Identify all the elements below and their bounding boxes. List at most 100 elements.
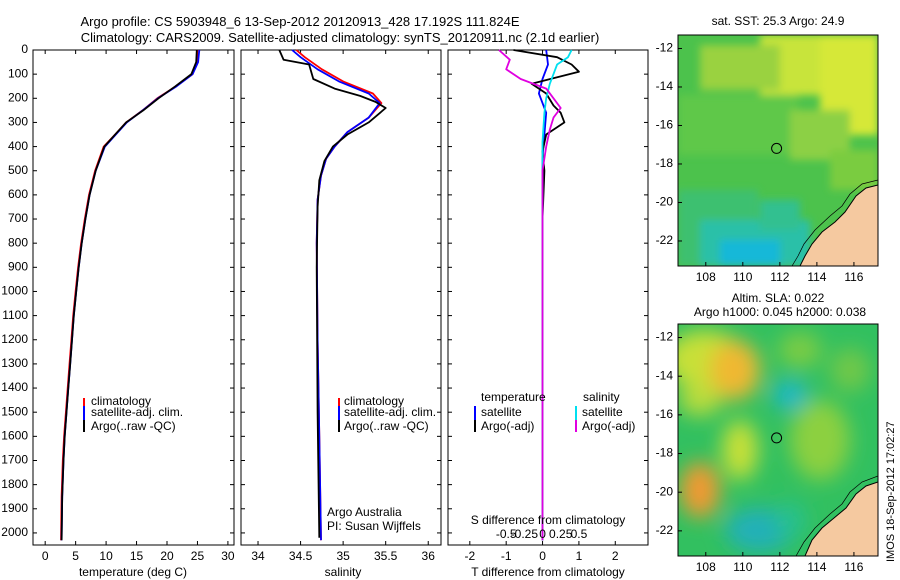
x-tick-label: 35.5 bbox=[374, 549, 398, 563]
depth-tick-label: 1600 bbox=[1, 429, 28, 443]
timestamp-stamp: IMOS 18-Sep-2012 17:02:27 bbox=[885, 421, 897, 562]
x-tick-label: 0 bbox=[42, 549, 49, 563]
legend-header-temperature: temperature bbox=[481, 390, 546, 404]
depth-tick-label: 1100 bbox=[2, 308, 28, 322]
sst-map-frame bbox=[677, 34, 879, 267]
sst-land bbox=[800, 185, 878, 266]
pi-label: PI: Susan Wijffels bbox=[327, 519, 421, 533]
s-tick-label: -0.5 bbox=[496, 527, 517, 541]
legend-label-satellite: satellite-adj. clim. bbox=[344, 405, 436, 419]
legend-label-s-argo: Argo(-adj) bbox=[582, 419, 635, 433]
salinity-x-axis: 34 34.5 35 35.5 36 bbox=[251, 50, 435, 563]
legend-label-t-satellite: satellite bbox=[481, 405, 522, 419]
temperature-x-axis: 0 5 10 15 20 25 30 bbox=[42, 50, 235, 563]
header-line2: Climatology: CARS2009. Satellite-adjuste… bbox=[81, 30, 600, 45]
sla-map-subtitle: Argo h1000: 0.045 h2000: 0.038 bbox=[694, 305, 866, 319]
lat-tick-label: -16 bbox=[656, 407, 674, 421]
x-tick-label: 20 bbox=[160, 549, 174, 563]
sla-land bbox=[805, 482, 878, 556]
x-tick-label: 30 bbox=[221, 549, 235, 563]
series-line-s-satellite bbox=[541, 49, 573, 541]
x-tick-label: 36 bbox=[422, 549, 436, 563]
salinity-panel: 34 34.5 35 35.5 36 salinity climatology sate… bbox=[240, 49, 442, 579]
salinity-axes-box bbox=[240, 49, 442, 546]
legend-label-climatology: climatology bbox=[344, 394, 404, 408]
depth-tick-label: 700 bbox=[8, 211, 28, 225]
salinity-legend: climatology satellite-adj. clim. Argo(..… bbox=[338, 394, 436, 433]
temperature-series bbox=[60, 49, 201, 541]
depth-tick-label: 300 bbox=[8, 115, 28, 129]
lon-tick-label: 112 bbox=[770, 560, 789, 574]
x-tick-label: -2 bbox=[464, 549, 475, 563]
argo-australia-label: Argo Australia bbox=[327, 505, 402, 519]
header-line1: Argo profile: CS 5903948_6 13-Sep-2012 2… bbox=[81, 14, 520, 29]
legend-label-argo: Argo(..raw -QC) bbox=[344, 419, 429, 433]
lat-tick-label: -14 bbox=[656, 368, 674, 382]
depth-tick-label: 1200 bbox=[1, 332, 28, 346]
x-tick-label: 34 bbox=[251, 549, 265, 563]
lon-tick-label: 110 bbox=[733, 270, 752, 284]
x-tick-label: 15 bbox=[130, 549, 144, 563]
salinity-depth-ticks bbox=[241, 49, 441, 534]
lon-tick-label: 112 bbox=[770, 270, 789, 284]
depth-tick-label: 2000 bbox=[1, 525, 28, 539]
legend-label-t-argo: Argo(-adj) bbox=[481, 419, 534, 433]
depth-tick-label: 600 bbox=[8, 187, 28, 201]
legend-label-climatology: climatology bbox=[91, 394, 151, 408]
legend-header-salinity: salinity bbox=[583, 390, 620, 404]
depth-tick-label: 1900 bbox=[1, 501, 28, 515]
salinity-xlabel: salinity bbox=[325, 565, 362, 579]
lat-tick-label: -22 bbox=[656, 523, 674, 537]
x-tick-label: 35 bbox=[336, 549, 350, 563]
difference-depth-ticks bbox=[448, 49, 648, 534]
x-tick-label: -1 bbox=[501, 549, 512, 563]
depth-tick-label: 400 bbox=[8, 139, 28, 153]
x-tick-label: 10 bbox=[99, 549, 113, 563]
x-tick-label: 2 bbox=[612, 549, 619, 563]
depth-axis: 0 100 200 300 400 500 600 700 800 900 1000 1100 1200… bbox=[1, 42, 234, 539]
legend-label-satellite: satellite-adj. clim. bbox=[91, 405, 183, 419]
sla-map-panel: Altim. SLA: 0.022 Argo h1000: 0.045 h200… bbox=[656, 291, 879, 574]
series-line-s-argo bbox=[498, 49, 562, 541]
lat-tick-label: -12 bbox=[656, 330, 674, 344]
series-line-t-argo bbox=[513, 49, 580, 541]
depth-tick-label: 1000 bbox=[1, 284, 28, 298]
salinity-series bbox=[278, 49, 387, 541]
series-line-argo bbox=[60, 49, 198, 541]
sst-map-title: sat. SST: 25.3 Argo: 24.9 bbox=[712, 14, 845, 28]
depth-tick-label: 1700 bbox=[1, 453, 28, 467]
difference-legend: temperature salinity satellite Argo(-adj… bbox=[474, 390, 635, 433]
depth-tick-label: 100 bbox=[8, 66, 28, 80]
sla-map-title: Altim. SLA: 0.022 bbox=[732, 291, 825, 305]
lat-tick-label: -12 bbox=[656, 41, 674, 55]
x-tick-label: 0 bbox=[539, 549, 546, 563]
difference-series bbox=[498, 49, 580, 541]
s-difference-xlabel: S difference from climatology bbox=[471, 513, 626, 527]
lon-tick-label: 114 bbox=[807, 560, 826, 574]
sla-map-ticks: 108 110 112 114 116 -12 -14 -16 -18 -20 -22 bbox=[656, 330, 864, 574]
depth-tick-label: 1800 bbox=[1, 477, 28, 491]
t-difference-xlabel: T difference from climatology bbox=[471, 565, 625, 579]
depth-tick-label: 1400 bbox=[1, 380, 28, 394]
x-tick-label: 1 bbox=[576, 549, 583, 563]
lat-tick-label: -16 bbox=[656, 118, 674, 132]
temperature-panel: 0100200300400500600700800900100011001200… bbox=[1, 42, 235, 579]
legend-label-argo: Argo(..raw -QC) bbox=[91, 419, 176, 433]
sst-heatmap bbox=[678, 35, 878, 266]
s-tick-label: 0.5 bbox=[571, 527, 588, 541]
lon-tick-label: 108 bbox=[696, 560, 716, 574]
depth-tick-label: 1300 bbox=[1, 356, 28, 370]
lat-tick-label: -20 bbox=[656, 195, 674, 209]
sla-heatmap bbox=[678, 324, 878, 556]
sst-map-panel: sat. SST: 25.3 Argo: 24.9 108 110 112 114 11… bbox=[656, 14, 879, 284]
lon-tick-label: 116 bbox=[844, 270, 863, 284]
s-difference-ticks: -0.5-0.25 0 0.250.5 bbox=[496, 527, 588, 541]
s-tick-label: 0 bbox=[539, 527, 546, 541]
lat-tick-label: -22 bbox=[656, 233, 674, 247]
difference-x-axis: -2 -1 0 1 2 bbox=[464, 50, 619, 563]
legend-label-s-satellite: satellite bbox=[582, 405, 623, 419]
lon-tick-label: 108 bbox=[696, 270, 716, 284]
sla-map-frame bbox=[677, 323, 879, 557]
series-line-argo bbox=[278, 49, 387, 538]
